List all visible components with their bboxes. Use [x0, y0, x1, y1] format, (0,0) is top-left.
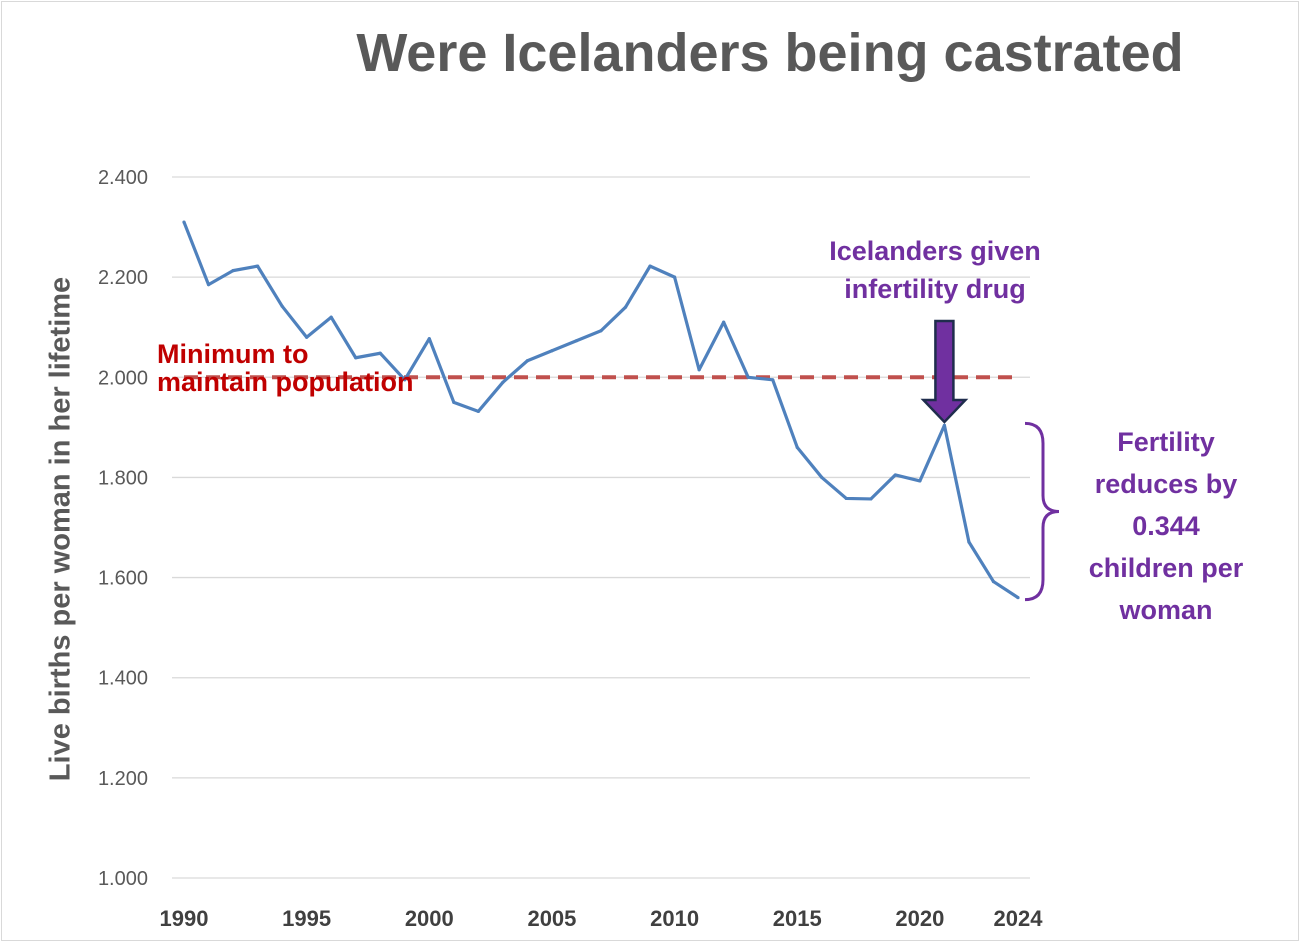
data-point: [967, 540, 971, 544]
bracket-group: [1024, 421, 1060, 602]
annotation-line: 0.344: [1132, 511, 1200, 541]
data-point: [476, 409, 480, 413]
x-tick-label: 2005: [527, 906, 576, 931]
gridlines: [172, 176, 1030, 879]
data-point: [722, 320, 726, 324]
y-tick-label: 1.600: [98, 568, 148, 590]
x-tick-label: 2024: [994, 906, 1044, 931]
x-tick-label: 2000: [405, 906, 454, 931]
x-tick-label: 1990: [160, 906, 209, 931]
data-point: [378, 351, 382, 355]
data-point: [795, 445, 799, 449]
data-point: [991, 579, 996, 584]
x-tick-label: 2015: [773, 906, 822, 931]
series-group: [182, 220, 1020, 600]
data-point: [231, 269, 235, 273]
data-point: [427, 337, 431, 341]
y-tick-label: 2.400: [98, 167, 148, 189]
min-population-annotation: Minimum to maintain population: [157, 340, 414, 396]
data-point: [574, 339, 579, 343]
data-point: [255, 264, 260, 268]
data-point: [206, 283, 211, 287]
chart-title: Were Icelanders being castrated: [356, 23, 1184, 83]
fertility-drop-annotation: Fertility reduces by 0.344 children per …: [1078, 421, 1254, 631]
x-tick-label: 1995: [282, 906, 331, 931]
data-point: [893, 473, 897, 477]
drug-annotation: Icelanders given infertility drug: [820, 232, 1050, 308]
annotation-line: Fertility: [1117, 427, 1215, 457]
data-point: [403, 378, 407, 382]
annotation-line: reduces by: [1094, 469, 1238, 499]
data-point: [771, 378, 775, 382]
data-point: [623, 305, 628, 309]
data-point: [525, 359, 530, 363]
data-point: [697, 368, 701, 372]
curly-bracket: [1024, 421, 1060, 602]
y-axis-ticks: 1.000 1.200 1.400 1.600 1.800 2.000 2.200 2.400: [98, 167, 148, 890]
y-tick-label: 1.200: [98, 768, 148, 790]
annotation-line: Minimum to: [157, 339, 309, 369]
data-point: [648, 264, 652, 268]
x-tick-label: 2020: [895, 906, 944, 931]
data-point: [869, 497, 873, 501]
y-tick-label: 2.000: [98, 367, 148, 389]
arrow-group: [920, 319, 969, 424]
y-tick-label: 2.200: [98, 267, 148, 289]
data-point: [550, 349, 554, 353]
data-point: [844, 496, 848, 501]
annotation-line: children per: [1088, 553, 1244, 583]
data-point: [354, 356, 358, 360]
data-point: [672, 275, 677, 279]
annotation-line: maintain population: [157, 367, 414, 397]
data-point: [918, 479, 922, 483]
x-tick-label: 2010: [650, 906, 699, 931]
annotation-line: infertility drug: [844, 274, 1026, 304]
y-tick-label: 1.400: [98, 668, 148, 690]
data-point: [820, 475, 824, 480]
x-axis-ticks: 1990 1995 2000 2005 2010 2015 2020 2024: [160, 906, 1044, 931]
y-tick-label: 1.000: [98, 868, 148, 890]
data-point: [280, 304, 284, 308]
annotation-line: Icelanders given: [829, 236, 1041, 266]
data-point: [599, 329, 603, 333]
data-point: [942, 423, 947, 427]
y-tick-label: 1.800: [98, 467, 148, 489]
arrow-icon: [920, 319, 969, 424]
annotation-line: woman: [1119, 595, 1213, 625]
data-point: [1016, 596, 1020, 600]
data-point: [452, 400, 456, 404]
data-point: [329, 315, 333, 319]
data-point: [746, 375, 750, 379]
data-point: [305, 335, 309, 339]
data-point: [501, 380, 505, 384]
data-point: [182, 220, 186, 224]
y-axis-label: Live births per woman in her lifetime: [44, 276, 77, 782]
